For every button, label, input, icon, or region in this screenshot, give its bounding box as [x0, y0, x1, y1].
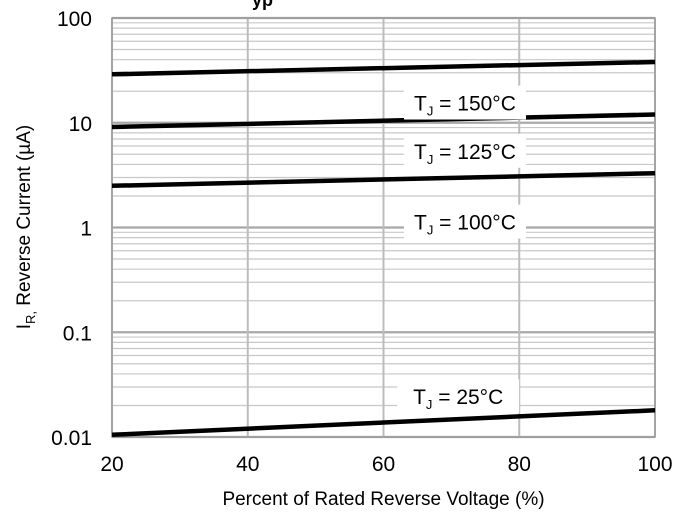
- series-label-value: = 150°C: [433, 93, 516, 116]
- y-axis-label-sub: R,: [23, 311, 38, 324]
- x-tick-label: 100: [637, 453, 672, 476]
- y-tick-label: 1: [80, 218, 92, 241]
- y-axis-label: IR, Reverse Current (µA): [14, 125, 38, 330]
- series-label-150Cc: TJ = 150°C: [414, 93, 516, 119]
- series-label-bg-150Cc: [403, 85, 526, 120]
- series-label-sub: J: [427, 223, 434, 238]
- x-tick-label: 60: [372, 453, 395, 476]
- series-label-125Cc: TJ = 125°C: [414, 141, 516, 167]
- series-label-value: = 125°C: [433, 141, 516, 164]
- y-axis-label-rest: Reverse Current (µA): [14, 125, 35, 311]
- x-tick-label: 80: [508, 453, 531, 476]
- series-label-value: = 100°C: [433, 212, 516, 235]
- series-label-t: T: [414, 141, 427, 164]
- series-line-25Cc: [111, 408, 656, 438]
- series-label-t: T: [413, 386, 426, 409]
- series-label-value: = 25°C: [432, 386, 503, 409]
- x-tick-labels: 20 40 60 80 100: [100, 453, 672, 476]
- y-tick-label: 100: [57, 8, 92, 31]
- y-tick-labels: 0.01 0.1 1 10 100: [51, 8, 92, 450]
- y-tick-label: 10: [69, 113, 92, 136]
- y-axis-label-main: I: [14, 324, 35, 329]
- series-label-sub: J: [427, 104, 434, 119]
- series-label-t: T: [414, 93, 427, 116]
- series-label-bg-125Cc: [403, 133, 526, 168]
- series-label-sub: J: [427, 152, 434, 167]
- series-label-bg-25Cc: [397, 379, 520, 414]
- series-label-25Cc: TJ = 25°C: [413, 386, 503, 412]
- series-label-100Cc: TJ = 100°C: [414, 212, 516, 238]
- series-labels: TJ = 150°CTJ = 125°CTJ = 100°CTJ = 25°C: [397, 85, 526, 414]
- series-line-150Cc: [111, 59, 656, 77]
- y-tick-label: 0.01: [51, 427, 92, 450]
- x-tick-label: 40: [236, 453, 259, 476]
- series-lines: [111, 59, 656, 438]
- series-label-t: T: [414, 212, 427, 235]
- title-fragment: yp: [252, 0, 273, 10]
- x-axis-label: Percent of Rated Reverse Voltage (%): [222, 489, 544, 510]
- y-tick-label: 0.1: [63, 322, 92, 345]
- series-line-125Cc: [111, 112, 656, 130]
- series-line-100Cc: [111, 170, 656, 189]
- series-label-sub: J: [426, 397, 433, 412]
- series-label-bg-100Cc: [403, 204, 526, 239]
- plot-frame: [111, 17, 656, 438]
- x-tick-label: 20: [100, 453, 123, 476]
